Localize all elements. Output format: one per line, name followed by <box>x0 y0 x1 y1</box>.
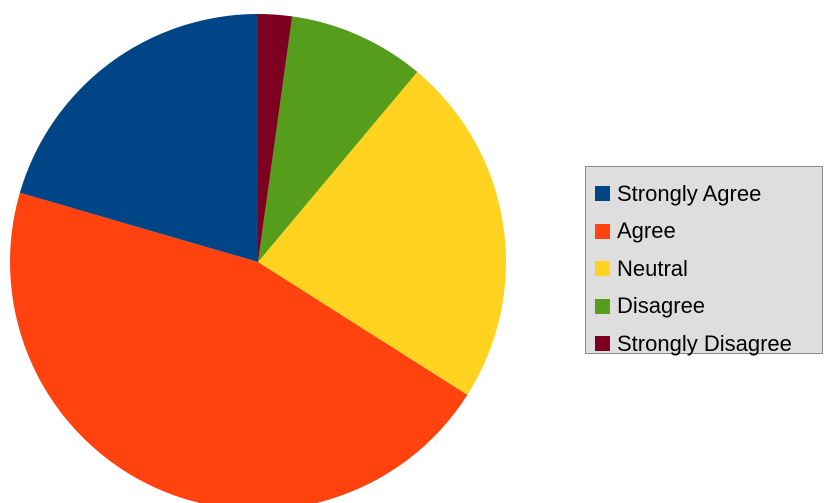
legend-item-neutral: Neutral <box>595 250 822 288</box>
legend-label-disagree: Disagree <box>617 293 706 319</box>
pie-slice-strongly-agree <box>19 14 258 262</box>
pie-slice-strongly-disagree <box>258 14 293 262</box>
pie-slice-neutral <box>258 71 507 395</box>
legend-label-strongly-disagree: Strongly Disagree <box>617 330 792 356</box>
legend-label-agree: Agree <box>617 218 676 244</box>
legend-item-agree: Agree <box>595 213 822 251</box>
pie-slice-disagree <box>258 16 418 263</box>
legend-swatch-disagree <box>595 298 610 314</box>
legend-item-disagree: Disagree <box>595 288 822 326</box>
chart-legend: Strongly Agree Agree Neutral Disagree St… <box>585 166 823 356</box>
legend-item-strongly-agree: Strongly Agree <box>595 175 822 213</box>
legend-label-neutral: Neutral <box>617 255 688 281</box>
legend-swatch-neutral <box>595 261 610 277</box>
legend-item-strongly-disagree: Strongly Disagree <box>595 325 822 363</box>
pie-slice-agree <box>10 192 468 503</box>
legend-label-strongly-agree: Strongly Agree <box>617 180 762 206</box>
legend-swatch-strongly-agree <box>595 186 610 202</box>
legend-swatch-agree <box>595 223 610 239</box>
legend-swatch-strongly-disagree <box>595 336 610 352</box>
